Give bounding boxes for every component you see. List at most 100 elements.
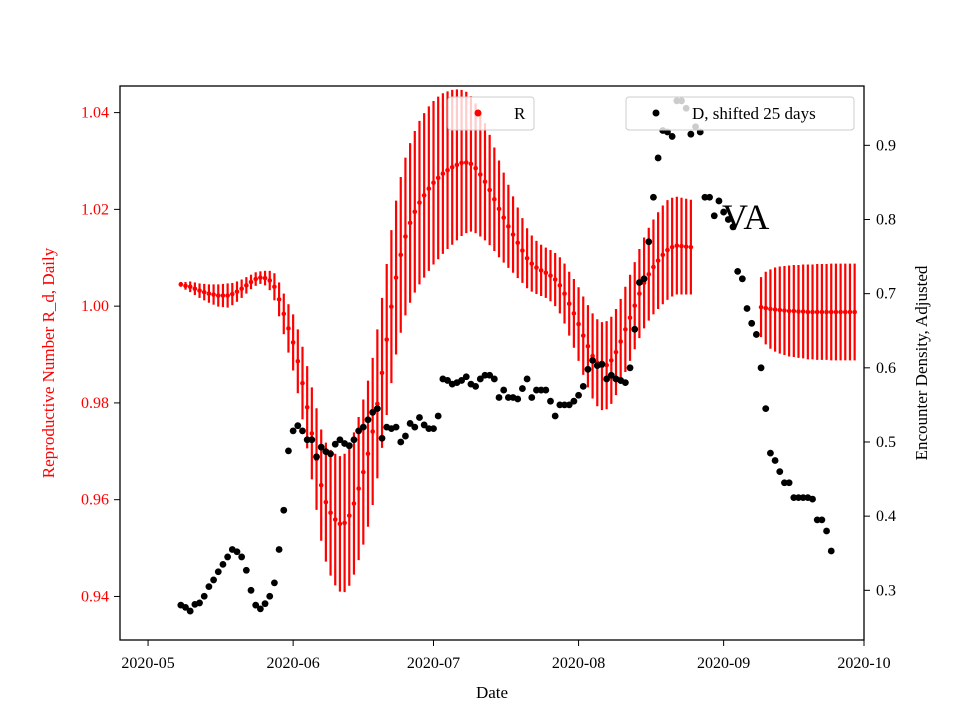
- r-point: [449, 164, 455, 170]
- r-point: [800, 309, 806, 314]
- d-point: [369, 408, 377, 416]
- r-point: [805, 309, 811, 315]
- r-point: [632, 303, 638, 308]
- d-point: [823, 527, 830, 535]
- y-right-tick-label: 0.4: [876, 508, 896, 525]
- r-point: [393, 275, 399, 280]
- d-point: [336, 436, 344, 444]
- r-point: [538, 268, 544, 273]
- r-point: [431, 180, 436, 186]
- d-point: [575, 391, 582, 399]
- r-point: [244, 283, 249, 288]
- r-point: [580, 333, 586, 338]
- r-point: [763, 305, 769, 311]
- d-point: [809, 495, 816, 503]
- y-left-tick-label: 0.98: [81, 395, 109, 412]
- legend-d-marker: [652, 109, 660, 117]
- d-point: [444, 377, 451, 384]
- r-point: [187, 284, 193, 290]
- d-point: [416, 414, 423, 421]
- d-point: [219, 560, 227, 568]
- d-point: [294, 422, 302, 430]
- d-point: [523, 375, 531, 383]
- x-tick-label: 2020-09: [697, 655, 750, 672]
- r-point: [468, 161, 474, 167]
- d-point: [280, 506, 288, 514]
- r-point: [814, 309, 820, 315]
- r-point: [552, 277, 558, 282]
- y-right-tick-label: 0.9: [876, 137, 896, 154]
- r-point: [768, 306, 773, 312]
- d-point: [813, 516, 821, 524]
- d-point: [402, 432, 409, 440]
- d-point: [313, 453, 320, 461]
- d-point: [818, 516, 826, 524]
- r-point: [183, 283, 188, 289]
- r-point: [520, 248, 525, 253]
- r-point: [847, 309, 853, 315]
- r-point: [828, 309, 834, 315]
- r-point: [337, 521, 343, 527]
- r-point: [627, 315, 633, 321]
- d-point: [565, 401, 573, 409]
- d-point: [308, 436, 316, 444]
- d-point: [430, 425, 437, 433]
- x-tick-label: 2020-05: [121, 655, 174, 672]
- y-right-tick-label: 0.8: [876, 211, 896, 228]
- d-point: [355, 427, 363, 435]
- d-point: [486, 371, 494, 379]
- d-point: [182, 603, 189, 611]
- r-point: [276, 297, 282, 302]
- d-point: [738, 275, 746, 283]
- r-point: [772, 307, 778, 312]
- r-point: [178, 282, 184, 287]
- r-point: [342, 520, 347, 526]
- d-point: [752, 331, 760, 338]
- r-point: [398, 252, 404, 258]
- r-point: [361, 469, 366, 475]
- d-point: [271, 579, 278, 587]
- r-point: [407, 220, 413, 226]
- x-tick-label: 2020-07: [407, 655, 460, 672]
- legend-r-box: [447, 96, 535, 131]
- d-point: [331, 440, 339, 448]
- d-point: [420, 421, 428, 429]
- r-point: [487, 187, 492, 193]
- y-axis-left-title: Reproductive Number R_d, Daily: [39, 247, 58, 478]
- d-point: [462, 373, 470, 381]
- d-point: [598, 360, 606, 368]
- r-point: [384, 337, 390, 342]
- y-left-tick-label: 1.00: [81, 298, 109, 315]
- d-point: [476, 375, 484, 383]
- y-right-tick-label: 0.7: [876, 286, 896, 303]
- d-point: [687, 130, 695, 138]
- r-point: [206, 291, 212, 296]
- d-point: [701, 193, 709, 201]
- r-point: [665, 247, 670, 253]
- d-point: [533, 386, 540, 394]
- r-point: [660, 252, 666, 258]
- d-point: [757, 364, 765, 372]
- r-point: [332, 517, 338, 522]
- r-point: [379, 370, 385, 376]
- r-point: [688, 244, 694, 250]
- r-point: [683, 244, 689, 249]
- d-point: [790, 494, 798, 502]
- y-left-tick-label: 1.02: [81, 201, 109, 218]
- r-point: [852, 309, 857, 315]
- y-axis-right: 0.3 0.4 0.5 0.6 0.7 0.8 0.9: [864, 137, 896, 599]
- r-point: [669, 244, 675, 250]
- r-point: [782, 308, 787, 313]
- r-point: [365, 451, 371, 457]
- r-point: [646, 271, 652, 277]
- d-point: [392, 423, 400, 431]
- d-point: [537, 386, 545, 394]
- r-point: [318, 482, 324, 488]
- d-point: [495, 394, 503, 401]
- d-point: [556, 401, 564, 409]
- y-left-tick-label: 0.94: [81, 588, 109, 605]
- r-point: [286, 326, 291, 331]
- r-point: [426, 186, 432, 191]
- r-point: [346, 513, 352, 518]
